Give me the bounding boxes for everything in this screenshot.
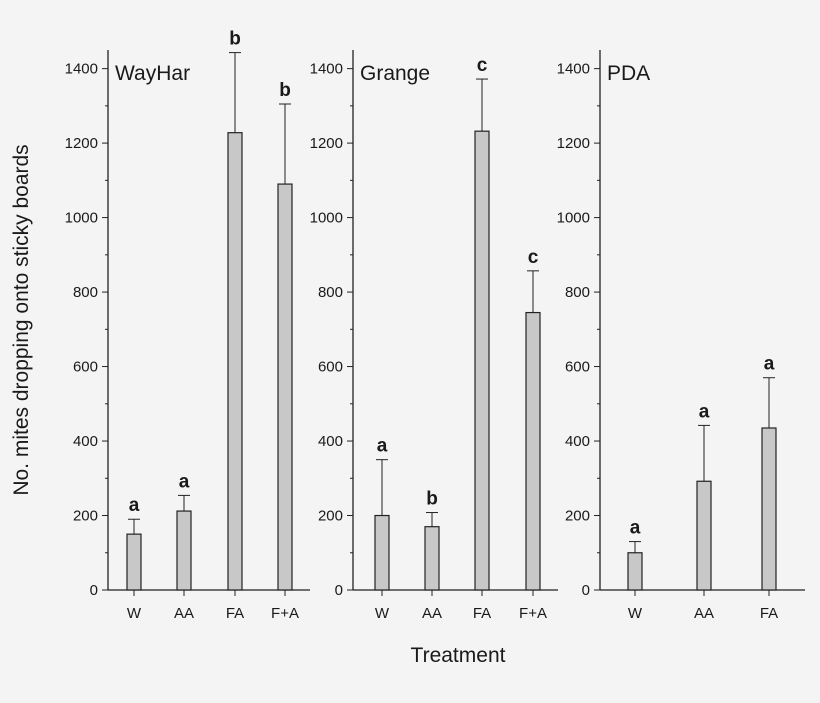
panel-title: PDA <box>607 62 650 85</box>
y-tick-label: 200 <box>318 508 343 525</box>
x-tick-label: F+A <box>271 605 299 622</box>
y-tick-label: 1400 <box>65 61 98 78</box>
y-tick-label: 200 <box>565 508 590 525</box>
panel-title: Grange <box>360 62 430 85</box>
x-tick-label: FA <box>760 605 778 622</box>
significance-letter: b <box>279 80 291 101</box>
panel-pda: 0 200 400 600 800 1000 1200 1400 PDA a Wa AA a FA <box>557 50 805 622</box>
x-tick-label: AA <box>422 605 442 622</box>
significance-letter: c <box>528 247 539 268</box>
bar <box>277 183 293 591</box>
panel-wayhar: 0 200 400 600 800 1000 1200 1400 WayHar a Wa AA b FA b… <box>65 29 310 622</box>
y-tick-label: 0 <box>582 582 590 599</box>
y-tick-label: 1000 <box>65 210 98 227</box>
bar <box>696 480 712 591</box>
bar <box>761 427 777 591</box>
x-tick-label: W <box>375 605 390 622</box>
y-tick-label: 0 <box>90 582 98 599</box>
panel-grange: 0 200 400 600 800 1000 1200 1400 Grange a Wb AA c FA c… <box>310 50 558 622</box>
y-tick-label: 1000 <box>310 210 343 227</box>
significance-letter: b <box>426 489 438 510</box>
y-tick-label: 800 <box>318 284 343 301</box>
panels: 0 200 400 600 800 1000 1200 1400 WayHar a Wa AA b FA b… <box>65 29 805 622</box>
significance-letter: a <box>129 495 140 516</box>
significance-letter: b <box>229 29 241 50</box>
bar <box>627 552 643 591</box>
bar <box>525 311 541 591</box>
significance-letter: a <box>630 518 641 539</box>
bar <box>374 514 390 591</box>
y-tick-label: 400 <box>318 433 343 450</box>
bar <box>474 130 490 591</box>
y-tick-label: 600 <box>565 359 590 376</box>
bar <box>126 533 142 591</box>
y-tick-label: 1400 <box>557 61 590 78</box>
y-tick-label: 800 <box>565 284 590 301</box>
y-tick-label: 1200 <box>557 135 590 152</box>
y-tick-label: 400 <box>73 433 98 450</box>
y-tick-label: 600 <box>318 359 343 376</box>
significance-letter: a <box>377 436 388 457</box>
bar <box>227 132 243 591</box>
y-tick-label: 600 <box>73 359 98 376</box>
x-tick-label: W <box>628 605 643 622</box>
significance-letter: a <box>699 401 710 422</box>
y-tick-label: 800 <box>73 284 98 301</box>
x-tick-label: FA <box>226 605 244 622</box>
x-tick-label: F+A <box>519 605 547 622</box>
x-tick-label: AA <box>174 605 194 622</box>
panel-title: WayHar <box>115 62 190 85</box>
y-tick-label: 1400 <box>310 61 343 78</box>
y-tick-label: 400 <box>565 433 590 450</box>
y-tick-label: 1200 <box>65 135 98 152</box>
y-tick-label: 0 <box>335 582 343 599</box>
y-tick-label: 1200 <box>310 135 343 152</box>
significance-letter: c <box>477 55 488 76</box>
significance-letter: a <box>179 471 190 492</box>
y-axis-label: No. mites dropping onto sticky boards <box>10 144 33 495</box>
x-axis-label: Treatment <box>411 644 506 667</box>
x-tick-label: FA <box>473 605 491 622</box>
x-tick-label: AA <box>694 605 714 622</box>
significance-letter: a <box>764 354 775 375</box>
x-tick-label: W <box>127 605 142 622</box>
bar <box>424 526 440 591</box>
y-tick-label: 1000 <box>557 210 590 227</box>
bar <box>176 510 192 591</box>
y-tick-label: 200 <box>73 508 98 525</box>
